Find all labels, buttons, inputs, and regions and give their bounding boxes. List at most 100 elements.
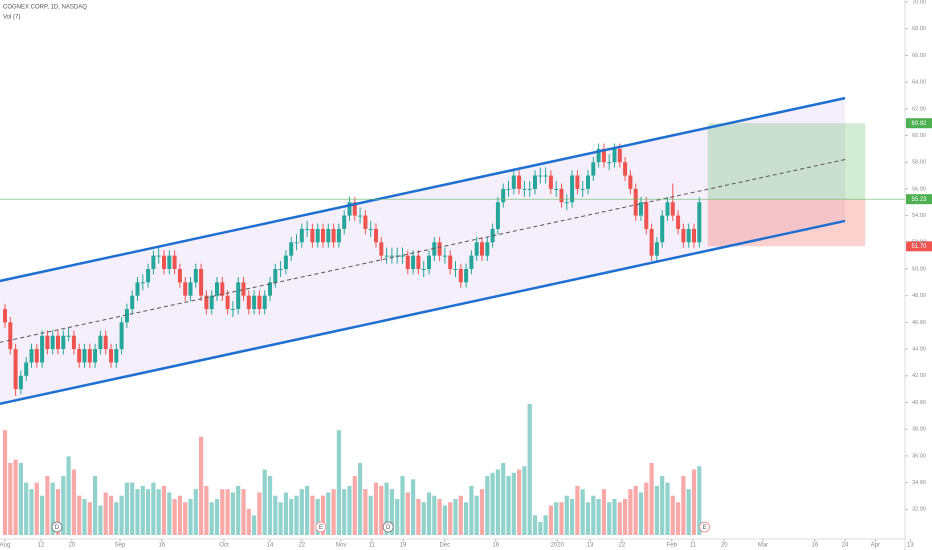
x-tick-label: Sep [115, 543, 126, 549]
candle-body [146, 268, 151, 283]
channel-line [0, 96, 846, 283]
candle-body [368, 228, 373, 230]
candle-body [225, 295, 230, 310]
candle-body [374, 228, 378, 243]
volume-bar [267, 476, 273, 535]
candle-body [93, 349, 98, 363]
price-tag [906, 118, 932, 129]
volume-bar [532, 515, 538, 535]
candle-body [665, 202, 670, 216]
y-tick-label: 32.00 [912, 507, 926, 513]
x-tick-label: 19 [400, 543, 407, 549]
volume-bar [146, 489, 151, 535]
volume-bar [246, 508, 251, 535]
volume-bar [193, 489, 198, 535]
x-tick-label: Oct [219, 543, 229, 549]
event-label: D [386, 525, 391, 531]
candle-body [77, 349, 82, 363]
candle-body [421, 268, 426, 270]
volume-bar [623, 498, 628, 535]
candle-body [517, 175, 522, 189]
candle-body [506, 188, 511, 190]
candle-body [321, 228, 325, 243]
volume-bar [167, 492, 172, 535]
volume-bar [204, 485, 209, 535]
candle-body [124, 309, 129, 323]
candle-body [458, 268, 463, 283]
volume-bar [501, 462, 506, 535]
volume-bar [400, 476, 405, 535]
volume-bar [405, 492, 410, 535]
volume-bar [161, 485, 167, 535]
candle-body [676, 215, 681, 229]
y-tick-label: 40.00 [912, 400, 926, 406]
candle-body [480, 242, 484, 256]
volume-bar [29, 489, 34, 535]
channel-band [0, 98, 846, 404]
volume-bar [548, 505, 553, 535]
volume-bar [61, 476, 66, 535]
channel-line [0, 219, 846, 406]
volume-bar [665, 482, 670, 535]
candle-body [623, 162, 628, 176]
candle-body [109, 349, 113, 363]
candle-body [98, 335, 103, 350]
candle-body [50, 335, 55, 350]
volume-bar [326, 492, 331, 535]
volume-bar [103, 492, 108, 535]
price-tag-label: 55.23 [911, 197, 927, 203]
candle-body [400, 255, 405, 257]
candle-body [427, 255, 431, 269]
volume-bar [8, 462, 13, 535]
x-tick-label: 13 [587, 543, 594, 549]
candle-body [612, 148, 617, 163]
volume-bar [108, 495, 114, 535]
volume-bar [458, 495, 463, 535]
volume-label: Vol (7) [3, 15, 20, 21]
volume-bar [654, 485, 659, 535]
candle-body [649, 228, 654, 256]
candle-body [246, 295, 251, 310]
candle-body [580, 188, 585, 190]
volume-bar [77, 495, 82, 535]
volume-bar [511, 472, 516, 535]
x-tick-label: 20 [721, 543, 728, 549]
candle-body [156, 255, 161, 257]
y-tick-label: 58.00 [912, 160, 926, 166]
candle-body [644, 202, 649, 229]
candle-body [299, 228, 304, 243]
y-tick-label: 36.00 [912, 453, 926, 459]
candle-body [209, 295, 214, 310]
y-tick-label: 52.00 [912, 240, 926, 246]
candle-body [464, 268, 469, 283]
candle-body [331, 228, 336, 243]
volume-bar [98, 505, 103, 535]
event-label: E [703, 525, 707, 531]
candle-body [162, 255, 166, 269]
volume-bar [644, 482, 649, 535]
candle-body [607, 162, 612, 164]
volume-bar [119, 495, 124, 535]
volume-bar [506, 476, 511, 535]
x-tick-label: 12 [38, 543, 45, 549]
candle-body [151, 255, 156, 269]
candle-body [432, 242, 437, 256]
volume-bar [2, 430, 8, 535]
candle-body [405, 255, 410, 269]
volume-bar [140, 485, 145, 535]
volume-bar [474, 495, 479, 535]
candle-body [586, 175, 590, 189]
volume-bar [320, 495, 326, 535]
volume-bar [151, 482, 156, 535]
candle-body [469, 255, 474, 269]
volume-bar [670, 495, 675, 535]
candle-body [13, 349, 18, 390]
volume-bar [40, 495, 45, 535]
candle-body [596, 148, 601, 163]
x-tick-label: Apr [871, 543, 880, 549]
candle-body [495, 202, 500, 229]
candle-body [501, 188, 506, 203]
y-tick-label: 42.00 [912, 373, 926, 379]
candle-body [268, 282, 272, 296]
